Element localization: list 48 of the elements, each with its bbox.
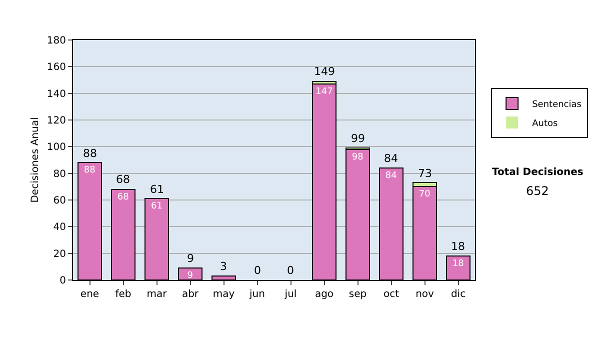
total-label: 0 (254, 264, 261, 277)
data-label: 98 (352, 152, 364, 162)
y-tick-label: 40 (53, 222, 66, 234)
data-label: 88 (84, 166, 96, 176)
y-tick-label: 140 (46, 88, 66, 100)
data-label: 9 (187, 271, 194, 281)
x-tick-label: mar (146, 289, 168, 300)
total-label: 88 (83, 147, 97, 160)
y-tick-label: 120 (46, 116, 66, 126)
y-axis-title: Decisiones Anual (30, 117, 41, 203)
total-label: 3 (220, 260, 227, 273)
data-label: 70 (418, 190, 431, 200)
x-tick-label: nov (416, 289, 434, 300)
x-tick-label: feb (115, 289, 132, 300)
total-label: 149 (314, 65, 335, 78)
total-label: 9 (187, 252, 194, 265)
total-label: 84 (384, 152, 398, 165)
x-tick-label: ago (314, 289, 334, 300)
total-label: 99 (351, 132, 365, 145)
y-tick-label: 80 (53, 168, 66, 180)
y-tick-label: 100 (46, 142, 66, 154)
x-tick-label: oct (383, 289, 400, 300)
total-label: 68 (116, 173, 130, 186)
total-label: 61 (150, 183, 164, 196)
y-tick-label: 20 (53, 248, 66, 260)
data-label: 84 (385, 171, 398, 181)
x-tick-label: may (212, 289, 235, 300)
y-tick-label: 180 (46, 36, 66, 46)
total-label: 73 (418, 167, 432, 180)
total-label: 18 (451, 240, 465, 253)
text: Total Decisiones (492, 167, 584, 178)
y-tick-label: 0 (60, 276, 66, 286)
data-label: 68 (117, 192, 130, 202)
x-tick-label: jun (248, 289, 265, 300)
legend-label: Sentencias (532, 100, 582, 110)
legend-label: Autos (532, 119, 558, 130)
x-tick-label: abr (182, 289, 200, 300)
total-label: 0 (287, 264, 294, 277)
x-tick-label: jul (284, 289, 297, 300)
data-label: 18 (452, 259, 464, 269)
x-tick-label: ene (80, 289, 100, 300)
data-label: 147 (316, 87, 333, 97)
text: 652 (526, 184, 549, 198)
y-tick-label: 160 (46, 62, 66, 74)
y-tick-label: 60 (53, 196, 66, 206)
data-label: 61 (151, 202, 162, 212)
x-tick-label: dic (450, 289, 466, 300)
x-tick-label: sep (348, 289, 367, 300)
